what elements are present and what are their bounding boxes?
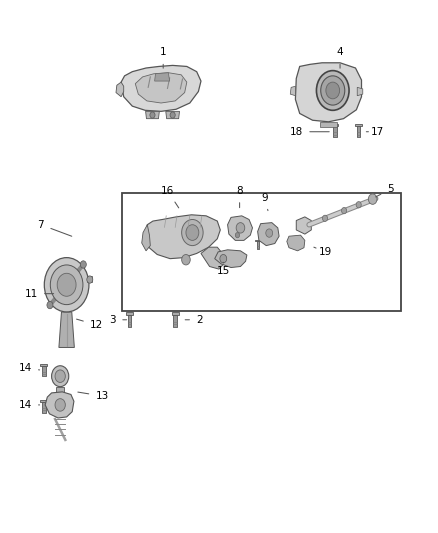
Polygon shape xyxy=(290,86,295,96)
Circle shape xyxy=(50,265,83,305)
Polygon shape xyxy=(42,402,46,413)
Circle shape xyxy=(55,370,65,383)
Text: 2: 2 xyxy=(185,315,203,325)
Circle shape xyxy=(47,302,53,309)
Circle shape xyxy=(44,257,89,312)
Polygon shape xyxy=(40,400,47,402)
Polygon shape xyxy=(128,314,131,327)
Polygon shape xyxy=(287,235,305,251)
Polygon shape xyxy=(333,126,337,137)
Text: 15: 15 xyxy=(217,262,230,276)
Polygon shape xyxy=(201,247,225,269)
Circle shape xyxy=(55,399,65,411)
Polygon shape xyxy=(355,124,362,126)
Polygon shape xyxy=(258,223,279,246)
Text: 5: 5 xyxy=(376,184,394,197)
Circle shape xyxy=(87,276,93,283)
Polygon shape xyxy=(59,312,74,348)
Polygon shape xyxy=(255,240,261,241)
Circle shape xyxy=(186,225,199,240)
Circle shape xyxy=(316,71,349,110)
Polygon shape xyxy=(57,386,64,397)
Polygon shape xyxy=(87,277,92,281)
Circle shape xyxy=(321,76,345,105)
Text: 12: 12 xyxy=(77,319,103,330)
Polygon shape xyxy=(295,63,361,122)
Circle shape xyxy=(342,207,346,214)
Circle shape xyxy=(322,215,328,221)
Text: 9: 9 xyxy=(261,192,268,211)
Text: 18: 18 xyxy=(290,127,329,137)
Circle shape xyxy=(266,229,272,237)
Polygon shape xyxy=(296,217,311,234)
Text: 13: 13 xyxy=(78,391,109,401)
Text: 1: 1 xyxy=(160,47,166,68)
Polygon shape xyxy=(332,124,339,126)
Circle shape xyxy=(182,220,203,246)
Polygon shape xyxy=(166,111,180,119)
Polygon shape xyxy=(155,72,170,81)
Polygon shape xyxy=(45,392,74,418)
Circle shape xyxy=(236,223,245,233)
Polygon shape xyxy=(172,312,179,314)
Polygon shape xyxy=(142,225,150,251)
Polygon shape xyxy=(320,122,337,127)
Circle shape xyxy=(170,112,175,118)
Circle shape xyxy=(235,232,240,238)
Text: 14: 14 xyxy=(18,364,39,373)
Polygon shape xyxy=(135,72,187,103)
Circle shape xyxy=(220,254,227,263)
Text: 4: 4 xyxy=(337,47,343,68)
Text: 16: 16 xyxy=(161,186,179,208)
Text: 19: 19 xyxy=(314,247,332,257)
Polygon shape xyxy=(145,111,159,119)
Circle shape xyxy=(57,273,76,296)
Text: 3: 3 xyxy=(109,315,127,325)
Text: 7: 7 xyxy=(38,220,72,236)
Circle shape xyxy=(80,261,86,268)
Polygon shape xyxy=(116,82,124,97)
Polygon shape xyxy=(145,215,220,259)
Circle shape xyxy=(182,254,190,265)
Polygon shape xyxy=(42,366,46,376)
Text: 17: 17 xyxy=(366,127,385,137)
Text: 11: 11 xyxy=(25,289,53,298)
Circle shape xyxy=(150,112,155,118)
Circle shape xyxy=(368,194,377,204)
Circle shape xyxy=(356,201,361,208)
Polygon shape xyxy=(215,250,247,268)
Polygon shape xyxy=(173,314,177,327)
Text: 14: 14 xyxy=(18,400,39,410)
Polygon shape xyxy=(228,216,252,240)
Circle shape xyxy=(326,82,339,99)
Polygon shape xyxy=(257,241,259,249)
Circle shape xyxy=(52,366,69,386)
Polygon shape xyxy=(40,364,47,366)
Polygon shape xyxy=(126,312,133,314)
Polygon shape xyxy=(357,126,360,137)
Polygon shape xyxy=(121,66,201,111)
Text: 8: 8 xyxy=(236,186,243,208)
Polygon shape xyxy=(357,87,363,96)
